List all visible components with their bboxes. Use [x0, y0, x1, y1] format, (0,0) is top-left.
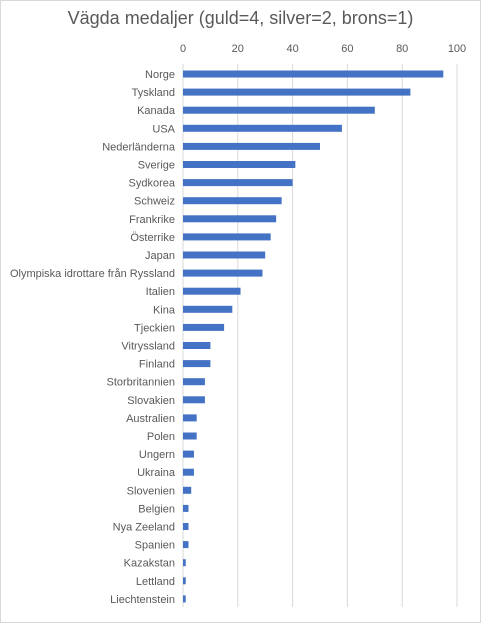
bar-23: [183, 468, 194, 476]
bar-28: [183, 559, 186, 567]
category-label-13: Italien: [146, 286, 175, 298]
bar-26: [183, 523, 189, 530]
bar-2: [183, 88, 411, 96]
bar-21: [183, 432, 197, 440]
category-label-1: Norge: [145, 69, 175, 81]
x-tick-label-80: 80: [396, 43, 408, 55]
bar-25: [183, 504, 189, 512]
bar-30: [183, 595, 186, 603]
bar-24: [183, 486, 192, 494]
bar-12: [183, 269, 263, 277]
bar-15: [183, 323, 225, 331]
bar-3: [183, 106, 375, 114]
bar-5: [183, 142, 320, 150]
category-label-30: Liechtenstein: [110, 594, 175, 606]
category-label-7: Sydkorea: [129, 178, 176, 190]
category-label-18: Storbritannien: [107, 377, 176, 389]
category-label-23: Ukraina: [137, 467, 176, 479]
bar-1: [183, 70, 444, 78]
category-label-6: Sverige: [138, 160, 175, 172]
category-label-9: Frankrike: [129, 214, 175, 226]
category-label-21: Polen: [147, 431, 175, 443]
bar-18: [183, 378, 205, 386]
bar-4: [183, 124, 342, 132]
category-label-25: Belgien: [138, 503, 175, 515]
category-label-5: Nederländerna: [102, 141, 176, 153]
bar-14: [183, 305, 233, 313]
bar-10: [183, 233, 271, 241]
category-label-29: Lettland: [136, 576, 175, 588]
category-label-2: Tyskland: [132, 87, 175, 99]
category-label-3: Kanada: [137, 105, 176, 117]
category-label-16: Vitryssland: [121, 341, 175, 353]
category-label-24: Slovenien: [127, 485, 175, 497]
category-label-14: Kina: [153, 304, 176, 316]
x-tick-label-100: 100: [448, 43, 466, 55]
bar-8: [183, 197, 282, 205]
x-tick-label-20: 20: [232, 43, 244, 55]
bar-22: [183, 450, 194, 458]
category-label-15: Tjeckien: [134, 322, 175, 334]
category-label-28: Kazakstan: [124, 558, 175, 570]
category-label-8: Schweiz: [134, 196, 175, 208]
category-label-12: Olympiska idrottare från Ryssland: [10, 268, 175, 280]
bar-11: [183, 251, 266, 259]
category-label-4: USA: [152, 123, 175, 135]
x-tick-label-60: 60: [341, 43, 353, 55]
category-label-26: Nya Zeeland: [113, 522, 175, 534]
bar-17: [183, 360, 211, 368]
bar-7: [183, 179, 293, 187]
bar-29: [183, 577, 186, 585]
bar-27: [183, 541, 189, 549]
x-tick-label-40: 40: [286, 43, 298, 55]
bar-6: [183, 161, 296, 168]
x-tick-label-0: 0: [180, 43, 186, 55]
chart-title: Vägda medaljer (guld=4, silver=2, brons=…: [67, 8, 414, 28]
bar-19: [183, 396, 205, 404]
category-label-20: Australien: [126, 413, 175, 425]
category-label-10: Österrike: [130, 232, 175, 244]
bar-16: [183, 342, 211, 349]
bar-9: [183, 215, 277, 223]
category-label-11: Japan: [145, 250, 175, 262]
category-label-17: Finland: [139, 359, 175, 371]
bar-13: [183, 287, 241, 295]
category-label-22: Ungern: [139, 449, 175, 461]
category-label-27: Spanien: [135, 540, 175, 552]
bar-20: [183, 414, 197, 422]
category-label-19: Slovakien: [127, 395, 175, 407]
